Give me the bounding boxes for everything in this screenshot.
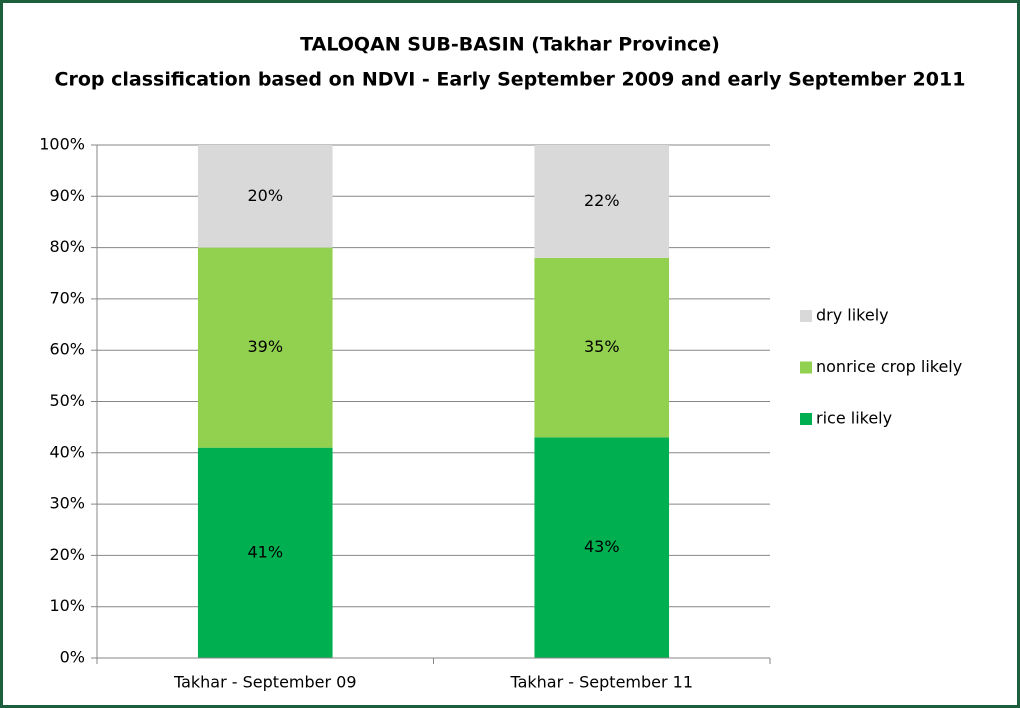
y-tick-label: 70%: [49, 288, 85, 307]
y-tick-label: 0%: [60, 648, 85, 667]
data-label: 35%: [584, 337, 620, 356]
legend-label: nonrice crop likely: [816, 357, 962, 376]
data-label: 43%: [584, 537, 620, 556]
legend-swatch: [800, 413, 812, 425]
bar-segment: [197, 247, 333, 448]
data-label: 41%: [247, 542, 283, 561]
data-label: 20%: [247, 186, 283, 205]
data-label: 22%: [584, 191, 620, 210]
y-tick-label: 50%: [49, 391, 85, 410]
bar-segment: [197, 145, 333, 248]
legend-swatch: [800, 361, 812, 374]
legend-swatch: [800, 310, 812, 322]
bar-segment: [534, 145, 670, 258]
data-label: 39%: [247, 337, 283, 356]
bar-segment: [197, 447, 333, 658]
y-tick-label: 40%: [49, 442, 85, 461]
chart-subtitle: Crop classification based on NDVI - Earl…: [55, 69, 966, 91]
legend-label: dry likely: [816, 306, 889, 325]
x-tick-label: Takhar - September 11: [509, 673, 693, 692]
y-tick-label: 10%: [49, 596, 85, 615]
y-tick-label: 60%: [49, 340, 85, 359]
bar-segment: [534, 257, 670, 438]
y-tick-label: 90%: [49, 186, 85, 205]
x-tick-label: Takhar - September 09: [173, 673, 357, 692]
legend-label: rice likely: [816, 409, 892, 428]
bar-segment: [534, 437, 670, 658]
y-tick-label: 100%: [39, 135, 85, 154]
y-tick-label: 20%: [49, 545, 85, 564]
y-tick-label: 80%: [49, 237, 85, 256]
chart-title: TALOQAN SUB-BASIN (Takhar Province): [300, 34, 720, 56]
y-tick-label: 30%: [49, 494, 85, 513]
